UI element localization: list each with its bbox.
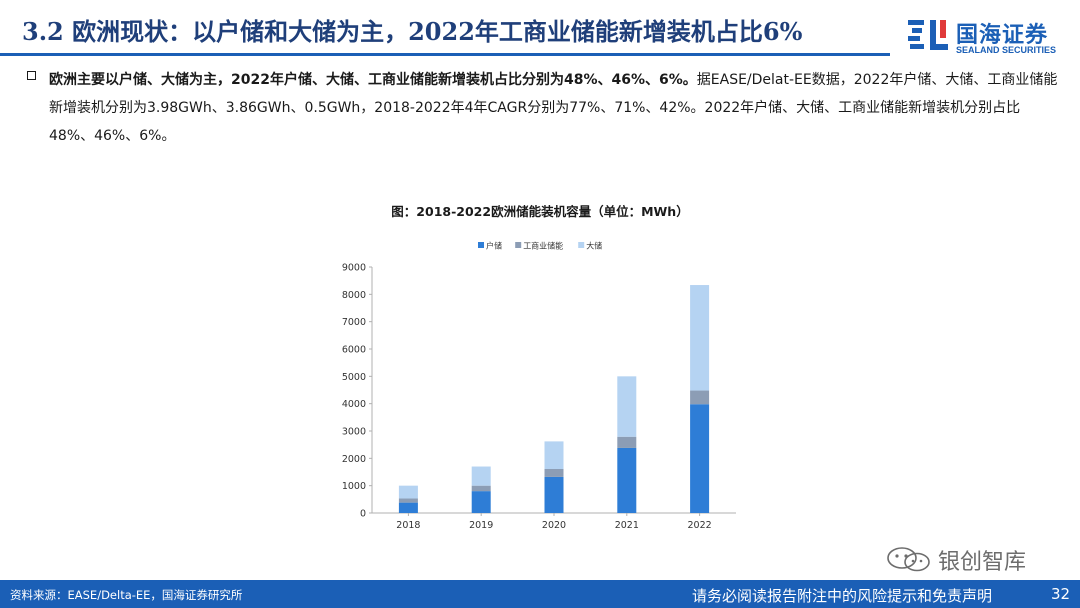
page-number: 32 [1051, 585, 1071, 603]
stacked-bar-chart: 0 1000 2000 3000 4000 5000 6000 7000 8000 9000 201… [342, 241, 736, 531]
summary-text: 据EASE/Delat-EE数据，2022年户储、大储、工商业储能新增装机分别为… [49, 72, 1058, 144]
y-tick-label: 1000 [342, 481, 366, 492]
summary-lead: 欧洲主要以户储、大储为主，2022年户储、大储、工商业储能新增装机占比分别为48… [49, 72, 697, 88]
bar-segment [617, 376, 637, 437]
y-tick-label: 3000 [342, 427, 366, 438]
legend-swatch [578, 242, 585, 248]
bar-segment [690, 390, 710, 405]
bar-segment [544, 476, 564, 513]
y-tick-label: 6000 [342, 345, 366, 356]
x-tick-label: 2019 [469, 520, 493, 531]
logo-name-en: SEALAND SECURITIES [956, 45, 1057, 55]
y-tick-label: 4000 [342, 399, 366, 410]
bar-segment [617, 447, 637, 513]
bar-segment [398, 485, 418, 499]
wechat-icon [887, 547, 930, 572]
y-tick-label: 8000 [342, 290, 366, 301]
y-tick-label: 0 [360, 509, 366, 520]
x-tick-label: 2022 [688, 520, 712, 531]
logo-name-cn: 国海证券 [956, 23, 1049, 48]
source-note: 资料来源：EASE/Delta-EE，国海证券研究所 [10, 588, 243, 602]
bar-segment [471, 485, 491, 492]
footer: 资料来源：EASE/Delta-EE，国海证券研究所 请务必阅读报告附注中的风险… [0, 580, 1080, 608]
company-logo: 国海证券 SEALAND SECURITIES [906, 16, 1066, 60]
bar-segment [471, 466, 491, 486]
y-tick-label: 2000 [342, 454, 366, 465]
bar-segment [471, 491, 491, 513]
x-tick-label: 2021 [615, 520, 639, 531]
y-tick-label: 5000 [342, 372, 366, 383]
bar-segment [398, 498, 418, 503]
bar-segment [398, 502, 418, 513]
legend-swatch [515, 242, 522, 248]
page-title: 3.2 欧洲现状：以户储和大储为主，2022年工商业储能新增装机占比6% [22, 17, 803, 46]
header: 3.2 欧洲现状：以户储和大储为主，2022年工商业储能新增装机占比6% 国海证… [0, 0, 1080, 62]
bar-segment [544, 441, 564, 469]
y-tick-label: 9000 [342, 263, 366, 274]
legend-swatch [478, 242, 484, 248]
chart-title: 图：2018-2022欧洲储能装机容量（单位：MWh） [391, 204, 689, 219]
bar-segment [690, 404, 710, 513]
legend-label: 大储 [586, 241, 602, 251]
y-tick-label: 7000 [342, 317, 366, 328]
bullet-square-icon [27, 71, 36, 80]
watermark-text: 银创智库 [938, 550, 1027, 575]
legend-label: 工商业储能 [523, 241, 563, 251]
bar-segment [544, 468, 564, 477]
disclaimer-notice: 请务必阅读报告附注中的风险提示和免责声明 [692, 587, 993, 605]
bar-segment [617, 436, 637, 448]
bar-segment [690, 285, 710, 391]
x-tick-label: 2018 [396, 520, 420, 531]
title-underline [0, 53, 890, 56]
x-tick-label: 2020 [542, 520, 566, 531]
sealand-logo-icon [908, 20, 948, 50]
summary-paragraph: 欧洲主要以户储、大储为主，2022年户储、大储、工商业储能新增装机占比分别为48… [49, 66, 1064, 150]
legend-label: 户储 [486, 241, 502, 251]
